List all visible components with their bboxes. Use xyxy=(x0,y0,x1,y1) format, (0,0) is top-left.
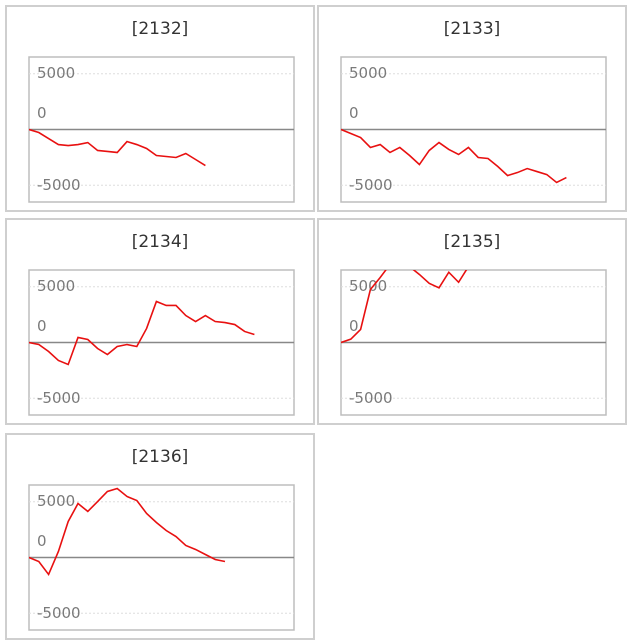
chart: [2133] -5000 0 5000 xyxy=(340,19,607,203)
y-tick-label: 0 xyxy=(349,104,359,122)
data-line xyxy=(29,128,206,167)
y-tick-label: 5000 xyxy=(37,64,75,82)
chart-panel: [2133] -5000 0 5000 xyxy=(317,5,627,212)
data-line xyxy=(29,300,255,366)
y-tick-label: -5000 xyxy=(37,604,81,622)
chart-panel: [2135] -5000 0 5000 xyxy=(317,218,627,425)
y-tick-label: -5000 xyxy=(37,389,81,407)
y-tick-label: 5000 xyxy=(349,64,387,82)
chart-panel: [2134] -5000 0 5000 xyxy=(5,218,315,425)
y-tick-label: 5000 xyxy=(37,492,75,510)
chart-panel: [2132] -5000 0 5000 xyxy=(5,5,315,212)
y-tick-label: -5000 xyxy=(349,389,393,407)
chart: [2135] -5000 0 5000 xyxy=(340,232,607,416)
chart: [2134] -5000 0 5000 xyxy=(28,232,295,416)
y-tick-label: 0 xyxy=(349,317,359,335)
data-line xyxy=(29,487,226,577)
y-tick-label: 0 xyxy=(37,104,47,122)
chart-title: [2136] xyxy=(132,447,189,467)
chart: [2132] -5000 0 5000 xyxy=(28,19,295,203)
chart-panel: [2136] -5000 0 5000 xyxy=(5,433,315,640)
data-line xyxy=(341,270,468,344)
chart-title: [2134] xyxy=(132,232,189,252)
y-tick-label: -5000 xyxy=(37,176,81,194)
chart-title: [2135] xyxy=(444,232,501,252)
y-tick-label: 5000 xyxy=(349,277,387,295)
y-tick-label: 0 xyxy=(37,317,47,335)
chart-title: [2133] xyxy=(444,19,501,39)
y-tick-label: -5000 xyxy=(349,176,393,194)
y-tick-label: 5000 xyxy=(37,277,75,295)
chart: [2136] -5000 0 5000 xyxy=(28,447,295,631)
y-tick-label: 0 xyxy=(37,532,47,550)
data-line xyxy=(341,128,567,184)
chart-title: [2132] xyxy=(132,19,189,39)
